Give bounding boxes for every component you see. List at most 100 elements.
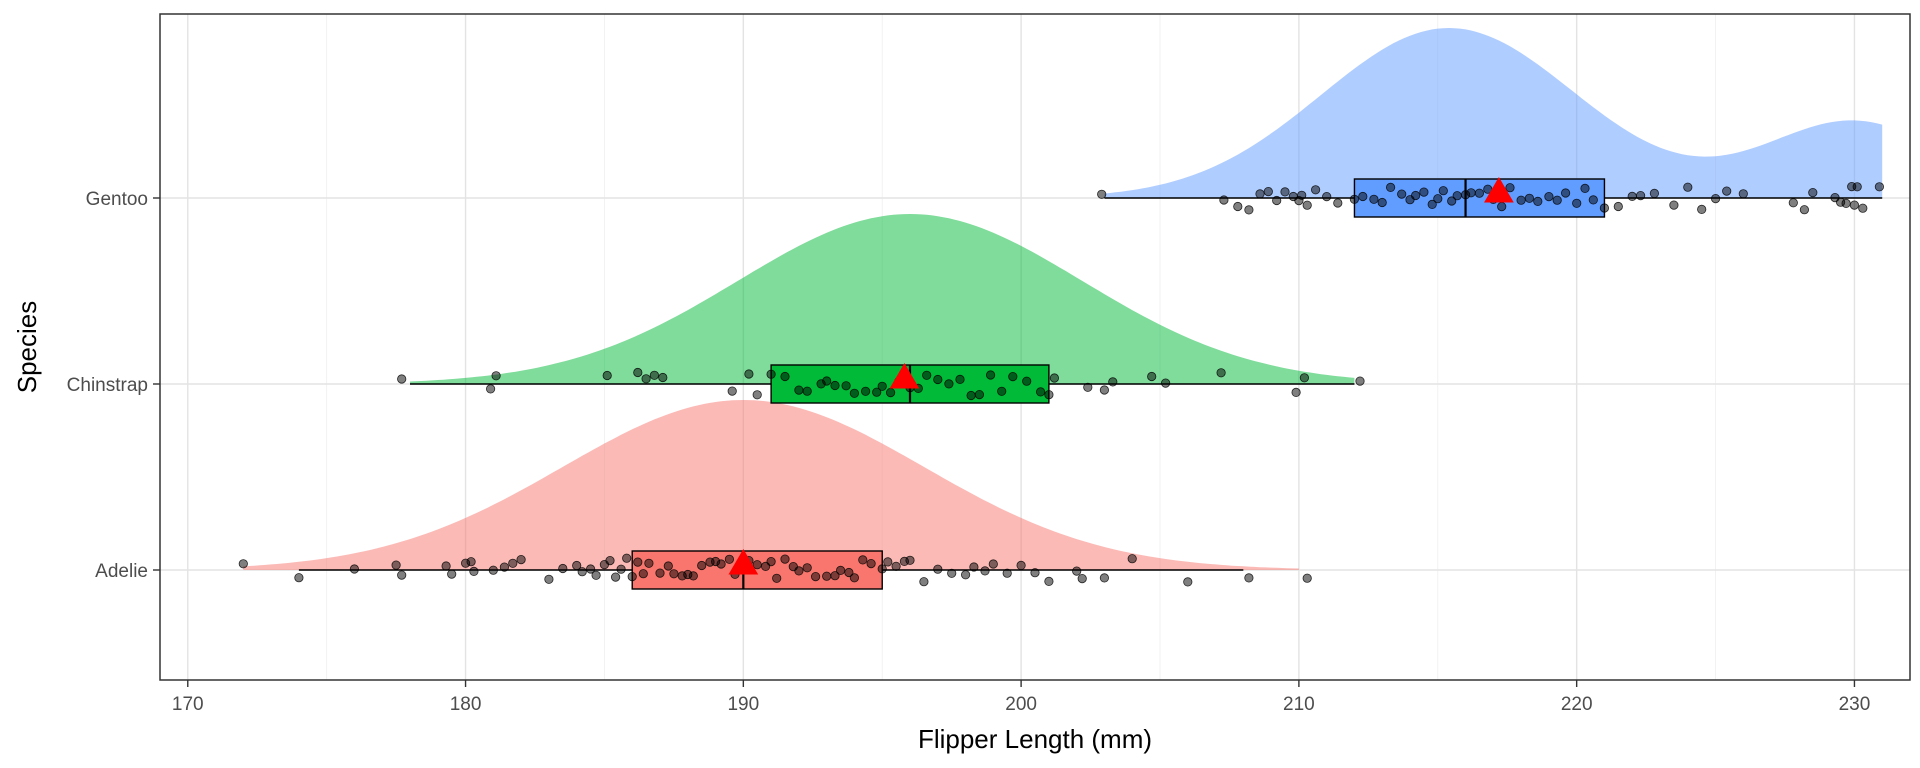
data-point <box>1497 202 1507 212</box>
data-point <box>1083 382 1093 392</box>
data-point <box>1358 191 1368 202</box>
data-point <box>1272 195 1282 206</box>
density-clouds <box>243 28 1883 570</box>
data-point <box>1474 188 1485 198</box>
data-point <box>877 381 887 391</box>
data-point <box>1044 576 1054 587</box>
data-point <box>960 570 971 580</box>
data-point <box>663 561 673 571</box>
x-tick-label: 230 <box>1839 694 1871 715</box>
data-point <box>1447 196 1457 206</box>
data-point <box>752 390 762 400</box>
data-point <box>649 370 660 380</box>
data-point <box>616 564 626 574</box>
data-point <box>591 570 601 580</box>
data-point <box>1711 194 1721 204</box>
data-point <box>1302 200 1312 210</box>
data-point <box>1369 194 1379 204</box>
data-point <box>1349 194 1360 204</box>
data-point <box>980 566 990 576</box>
data-point <box>655 568 665 578</box>
data-point <box>922 370 932 380</box>
density-cloud-adelie <box>243 400 1299 570</box>
data-point <box>1397 189 1407 199</box>
data-point <box>1049 373 1060 383</box>
data-point <box>752 560 762 570</box>
data-point <box>1808 188 1818 198</box>
x-tick-label: 180 <box>450 694 482 715</box>
y-axis-title: Species <box>12 301 42 394</box>
data-point <box>469 566 479 577</box>
data-point <box>622 553 632 563</box>
data-point <box>585 564 596 574</box>
data-point <box>866 558 876 569</box>
data-point <box>1002 568 1012 578</box>
x-tick-label: 190 <box>727 694 759 715</box>
data-point <box>830 380 840 391</box>
data-point <box>1044 390 1054 400</box>
data-point <box>697 560 707 571</box>
data-point <box>294 573 304 583</box>
data-point <box>1255 189 1265 199</box>
data-point <box>849 573 860 583</box>
data-point <box>633 557 643 567</box>
data-point <box>1419 187 1429 197</box>
data-point <box>1452 191 1462 201</box>
data-point <box>1561 188 1571 198</box>
x-tick-label: 170 <box>172 694 204 715</box>
data-point <box>1022 376 1032 386</box>
data-point <box>602 370 612 381</box>
data-point <box>1433 194 1443 204</box>
data-point <box>397 570 407 580</box>
data-point <box>633 367 643 378</box>
data-point <box>997 386 1007 396</box>
data-point <box>1636 191 1646 201</box>
data-point <box>485 384 496 394</box>
data-point <box>822 376 832 386</box>
data-point <box>1849 200 1860 210</box>
y-axis: Adelie Chinstrap Gentoo <box>67 189 160 582</box>
data-point <box>644 558 654 568</box>
data-point <box>891 561 901 571</box>
data-point <box>822 571 832 581</box>
data-point <box>1099 385 1110 395</box>
data-point <box>1411 190 1421 201</box>
data-point <box>830 571 840 581</box>
mean-marker-adelie <box>728 549 759 575</box>
data-point <box>1858 203 1868 213</box>
data-point <box>802 386 812 396</box>
data-point <box>919 577 929 587</box>
data-point <box>658 372 668 383</box>
data-point <box>727 386 737 396</box>
data-point <box>744 369 754 379</box>
data-point <box>860 386 871 396</box>
data-point <box>716 559 726 569</box>
data-point <box>966 390 976 401</box>
data-point <box>1008 371 1018 382</box>
data-point <box>780 371 790 382</box>
data-point <box>572 560 582 571</box>
data-point <box>441 561 451 571</box>
data-point <box>1099 573 1110 583</box>
data-point <box>1599 203 1610 213</box>
data-point <box>1788 198 1798 208</box>
data-point <box>1311 185 1321 195</box>
mean-markers <box>728 177 1514 575</box>
data-point <box>1738 189 1748 199</box>
data-point <box>933 374 943 385</box>
data-point <box>1333 198 1343 208</box>
data-point <box>1183 577 1193 587</box>
data-point <box>688 571 698 581</box>
data-point <box>1233 201 1243 212</box>
data-point <box>1016 560 1026 571</box>
data-point <box>780 554 790 564</box>
data-point <box>1147 371 1157 382</box>
data-point <box>849 388 860 398</box>
data-point <box>1516 195 1526 205</box>
data-point <box>508 558 518 568</box>
data-point <box>883 557 893 567</box>
data-point <box>1874 182 1885 192</box>
data-point <box>1427 199 1437 209</box>
data-point <box>1697 204 1707 214</box>
